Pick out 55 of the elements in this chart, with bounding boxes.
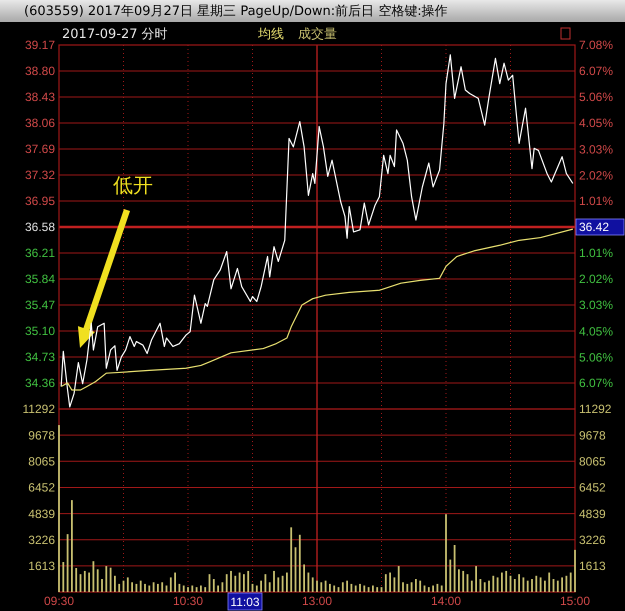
line-series	[60, 54, 574, 408]
y2-tick-label: 3.03%	[579, 298, 614, 312]
y2-tick-label: 5.06%	[579, 350, 614, 364]
y-tick-label: 37.32	[24, 168, 56, 182]
y-tick-label: 11292	[22, 402, 56, 416]
y2-tick-label: 4839	[579, 506, 606, 521]
y-tick-label: 36.58	[24, 220, 56, 234]
y-tick-label: 38.06	[24, 116, 56, 130]
y2-tick-label: 3226	[579, 532, 606, 547]
y2-tick-label: 8065	[579, 454, 606, 468]
text: 11:03	[230, 595, 260, 609]
y2-tick-label: 3.03%	[579, 142, 614, 156]
y-tick-label: 8065	[28, 454, 56, 468]
y2-tick-label: 4.05%	[579, 116, 614, 130]
y-tick-label: 35.84	[24, 272, 56, 286]
y-tick-label: 35.47	[24, 298, 56, 312]
x-tick-label: 14:00	[430, 594, 462, 608]
y2-tick-label: 1.01%	[579, 246, 614, 260]
chart-subtitle: 2017-09-27 分时	[62, 27, 168, 42]
annotation: 低开	[113, 173, 153, 197]
y2-tick-label: 1613	[579, 559, 606, 574]
chart-title: (603559) 2017年09月27日 星期三 PageUp/Down:前后日 空格键:操作	[24, 4, 448, 19]
text: 均线	[257, 27, 284, 42]
y2-tick-label: 4.05%	[579, 324, 614, 338]
y2-tick-label: 2.02%	[579, 272, 614, 286]
x-tick-label: 10:30	[172, 594, 204, 608]
x-tick-label: 15:00	[560, 594, 590, 608]
y-tick-label: 34.36	[24, 376, 56, 390]
y-tick-label: 4839	[28, 506, 56, 521]
x-tick-label: 09:30	[44, 594, 74, 608]
y2-tick-label: 7.08%	[579, 38, 614, 52]
y-tick-label: 36.95	[24, 194, 56, 208]
y-tick-label: 34.73	[24, 350, 56, 364]
y-tick-label: 38.80	[24, 64, 56, 78]
line-series	[60, 228, 574, 391]
y2-tick-label: 6.07%	[579, 64, 614, 78]
text: 成交量	[298, 26, 337, 42]
y-tick-label: 37.69	[24, 142, 56, 156]
y-tick-label: 39.17	[24, 38, 56, 52]
y-tick-label: 38.43	[24, 90, 56, 104]
y-tick-label: 36.21	[24, 246, 56, 260]
x-tick-label: 13:00	[302, 594, 332, 608]
y-tick-label: 1613	[28, 559, 56, 574]
y2-tick-label: 2.02%	[579, 168, 614, 182]
y2-tick-label: 5.06%	[579, 90, 614, 104]
y2-tick-label: 6452	[579, 480, 606, 495]
y2-tick-label: 6.07%	[579, 376, 614, 390]
text: 36.42	[579, 220, 610, 234]
y-tick-label: 9678	[28, 428, 56, 442]
y2-tick-label: 9678	[579, 428, 606, 442]
y2-tick-label: 1.01%	[579, 194, 614, 208]
y-tick-label: 6452	[28, 480, 56, 495]
y-tick-label: 3226	[28, 532, 56, 547]
y2-tick-label: 11292	[579, 402, 612, 416]
y-tick-label: 35.10	[24, 324, 56, 338]
